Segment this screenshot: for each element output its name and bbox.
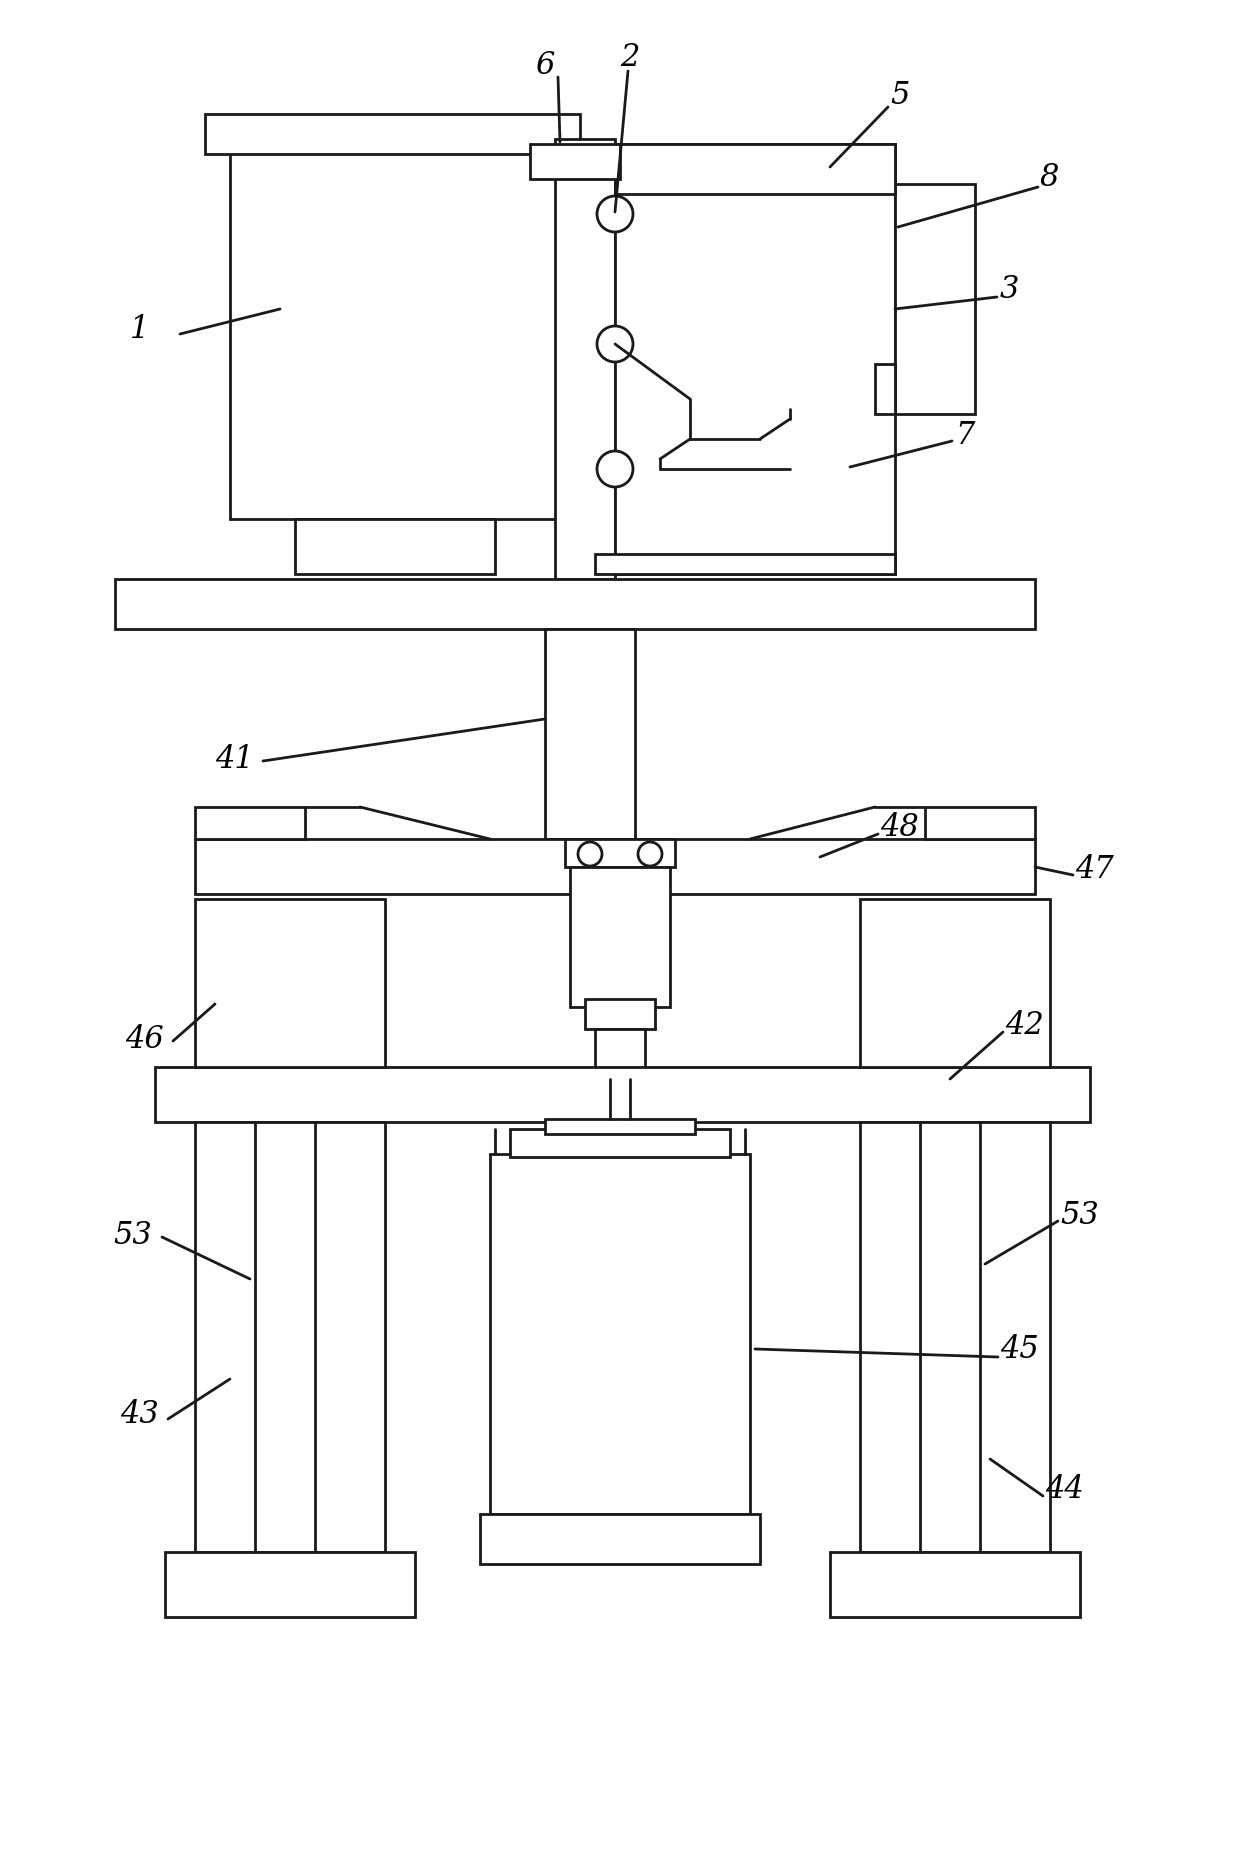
Bar [165, 1553, 415, 1616]
Bar [830, 1553, 1080, 1616]
Bar [570, 867, 670, 1008]
Text: 47: 47 [1075, 854, 1114, 886]
Text: 41: 41 [215, 744, 254, 775]
Circle shape [596, 197, 632, 232]
Bar [155, 1068, 1090, 1122]
Bar [295, 519, 495, 575]
Bar [615, 144, 895, 195]
Bar [895, 185, 975, 414]
Bar [480, 1513, 760, 1564]
Text: 45: 45 [999, 1334, 1039, 1365]
Bar [205, 114, 580, 155]
Bar [595, 1030, 645, 1079]
Circle shape [578, 843, 601, 867]
Circle shape [639, 843, 662, 867]
Bar [490, 1154, 750, 1513]
Bar [925, 807, 1035, 839]
Text: 42: 42 [1004, 1010, 1044, 1040]
Bar [615, 144, 895, 575]
Text: 1: 1 [130, 315, 149, 345]
Bar [195, 899, 384, 1068]
Text: 8: 8 [1040, 163, 1059, 193]
Text: 46: 46 [125, 1025, 164, 1054]
Circle shape [596, 451, 632, 487]
Text: 44: 44 [1045, 1474, 1084, 1504]
Bar [510, 1129, 730, 1158]
Text: 53: 53 [113, 1219, 151, 1249]
Text: 53: 53 [1060, 1199, 1099, 1231]
Text: 6: 6 [534, 49, 554, 81]
Bar [861, 1122, 1050, 1553]
Text: 2: 2 [620, 43, 640, 73]
Bar [861, 899, 1050, 1068]
Bar [229, 140, 560, 519]
Text: 7: 7 [955, 420, 975, 450]
Text: 5: 5 [890, 79, 909, 111]
Bar [595, 554, 895, 575]
Bar [195, 839, 1035, 895]
Bar [529, 144, 620, 180]
Text: 43: 43 [120, 1399, 159, 1429]
Bar [875, 365, 895, 414]
Bar [546, 629, 635, 839]
Bar [556, 140, 615, 579]
Bar [585, 1000, 655, 1030]
Bar [115, 579, 1035, 629]
Bar [195, 1122, 384, 1553]
Bar [565, 839, 675, 867]
Bar [195, 807, 305, 839]
Bar [546, 1120, 694, 1135]
Text: 48: 48 [880, 813, 919, 843]
Text: 3: 3 [999, 273, 1019, 305]
Circle shape [596, 326, 632, 363]
